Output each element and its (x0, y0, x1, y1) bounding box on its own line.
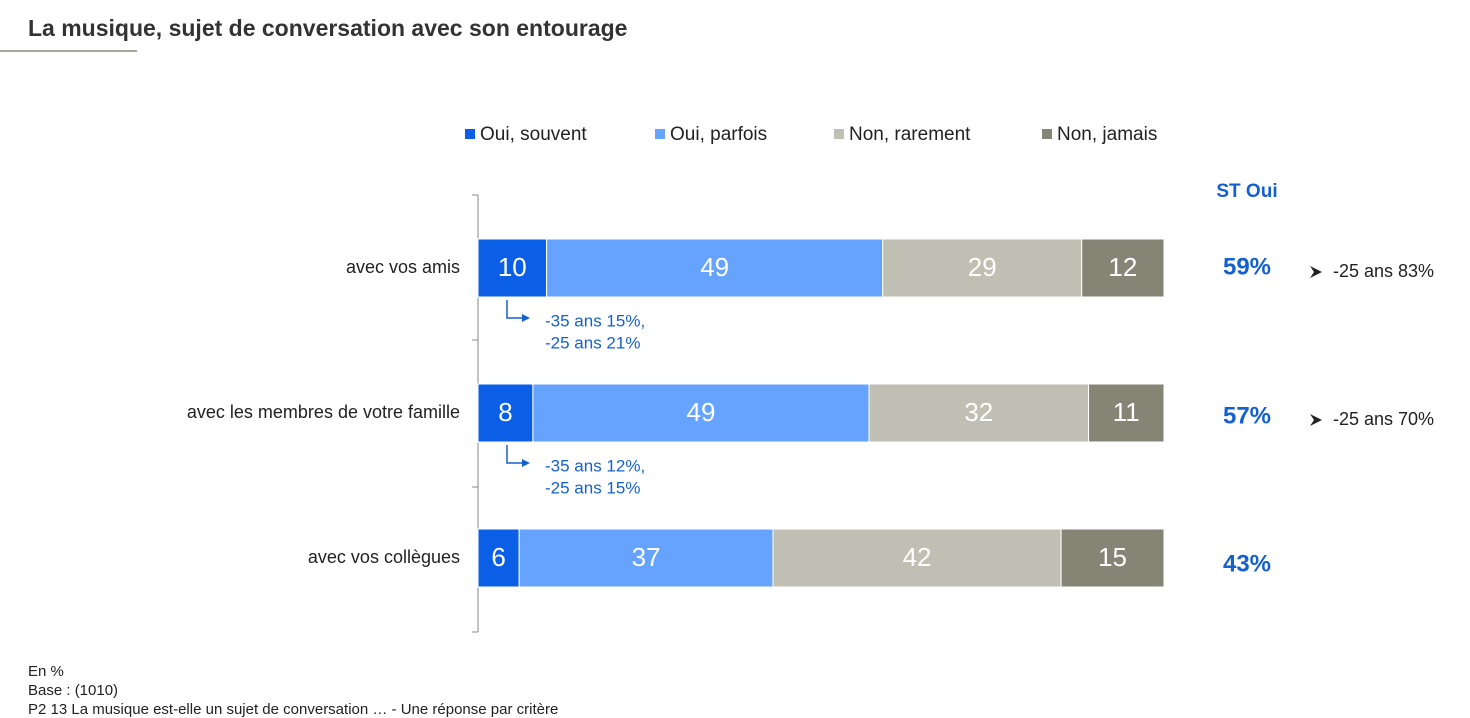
legend-label: Oui, parfois (670, 124, 767, 145)
bar-value-label: 11 (1113, 397, 1140, 427)
bar-value-label: 15 (1098, 542, 1127, 572)
bar-value-label: 12 (1108, 252, 1137, 282)
bar-value-label: 8 (498, 397, 512, 427)
annotation-text: -25 ans 15% (545, 478, 640, 497)
annotation-text: -35 ans 12%, (545, 456, 645, 475)
legend-swatch (655, 129, 665, 139)
bar-segment (477, 383, 534, 443)
bar-segment (518, 528, 774, 588)
axis-ticks (472, 194, 478, 633)
bar-segment (1081, 238, 1165, 298)
legend-label: Non, rarement (849, 124, 971, 145)
legend-swatch (1042, 129, 1052, 139)
annotation-arrowhead (522, 459, 530, 467)
category-label: avec les membres de votre famille (187, 402, 460, 422)
bar-value-label: 49 (700, 252, 729, 282)
st-oui-value: 57% (1223, 402, 1271, 429)
footer-line: Base : (1010) (28, 682, 118, 699)
annotation-arrow (506, 445, 523, 464)
category-label: avec vos amis (346, 257, 460, 277)
bar-segment (868, 383, 1090, 443)
annotation-arrowhead (522, 314, 530, 322)
legend-swatch (465, 129, 475, 139)
st-oui-value: 43% (1223, 550, 1271, 577)
bar-value-label: 49 (686, 397, 715, 427)
bar-segment (477, 528, 520, 588)
bar-value-label: 6 (491, 542, 505, 572)
annotation-text: -25 ans 21% (545, 333, 640, 352)
footer-line: P2 13 La musique est-elle un sujet de co… (28, 701, 558, 718)
footer-line: En % (28, 663, 64, 680)
chart-title: La musique, sujet de conversation avec s… (28, 15, 627, 41)
bar-value-label: 10 (498, 252, 527, 282)
legend-swatch (834, 129, 844, 139)
annotation-arrow (506, 300, 523, 319)
side-note: -25 ans 83% (1333, 261, 1434, 281)
bar-segment (477, 238, 548, 298)
side-note: -25 ans 70% (1333, 409, 1434, 429)
bar-segment (1060, 528, 1165, 588)
bar-value-label: 29 (968, 252, 997, 282)
st-oui-value: 59% (1223, 253, 1271, 280)
bar-segment (772, 528, 1062, 588)
bar-segment (532, 383, 870, 443)
st-oui-title: ST Oui (1216, 181, 1277, 202)
bar-value-label: 37 (632, 542, 661, 572)
bar-value-label: 42 (903, 542, 932, 572)
category-label: avec vos collègues (308, 547, 460, 567)
bar-value-label: 32 (964, 397, 993, 427)
annotation-text: -35 ans 15%, (545, 311, 645, 330)
legend-label: Non, jamais (1057, 124, 1157, 145)
note-bullet (1310, 266, 1322, 278)
bar-segment (1088, 383, 1165, 443)
legend-label: Oui, souvent (480, 124, 587, 145)
note-bullet (1310, 414, 1322, 426)
